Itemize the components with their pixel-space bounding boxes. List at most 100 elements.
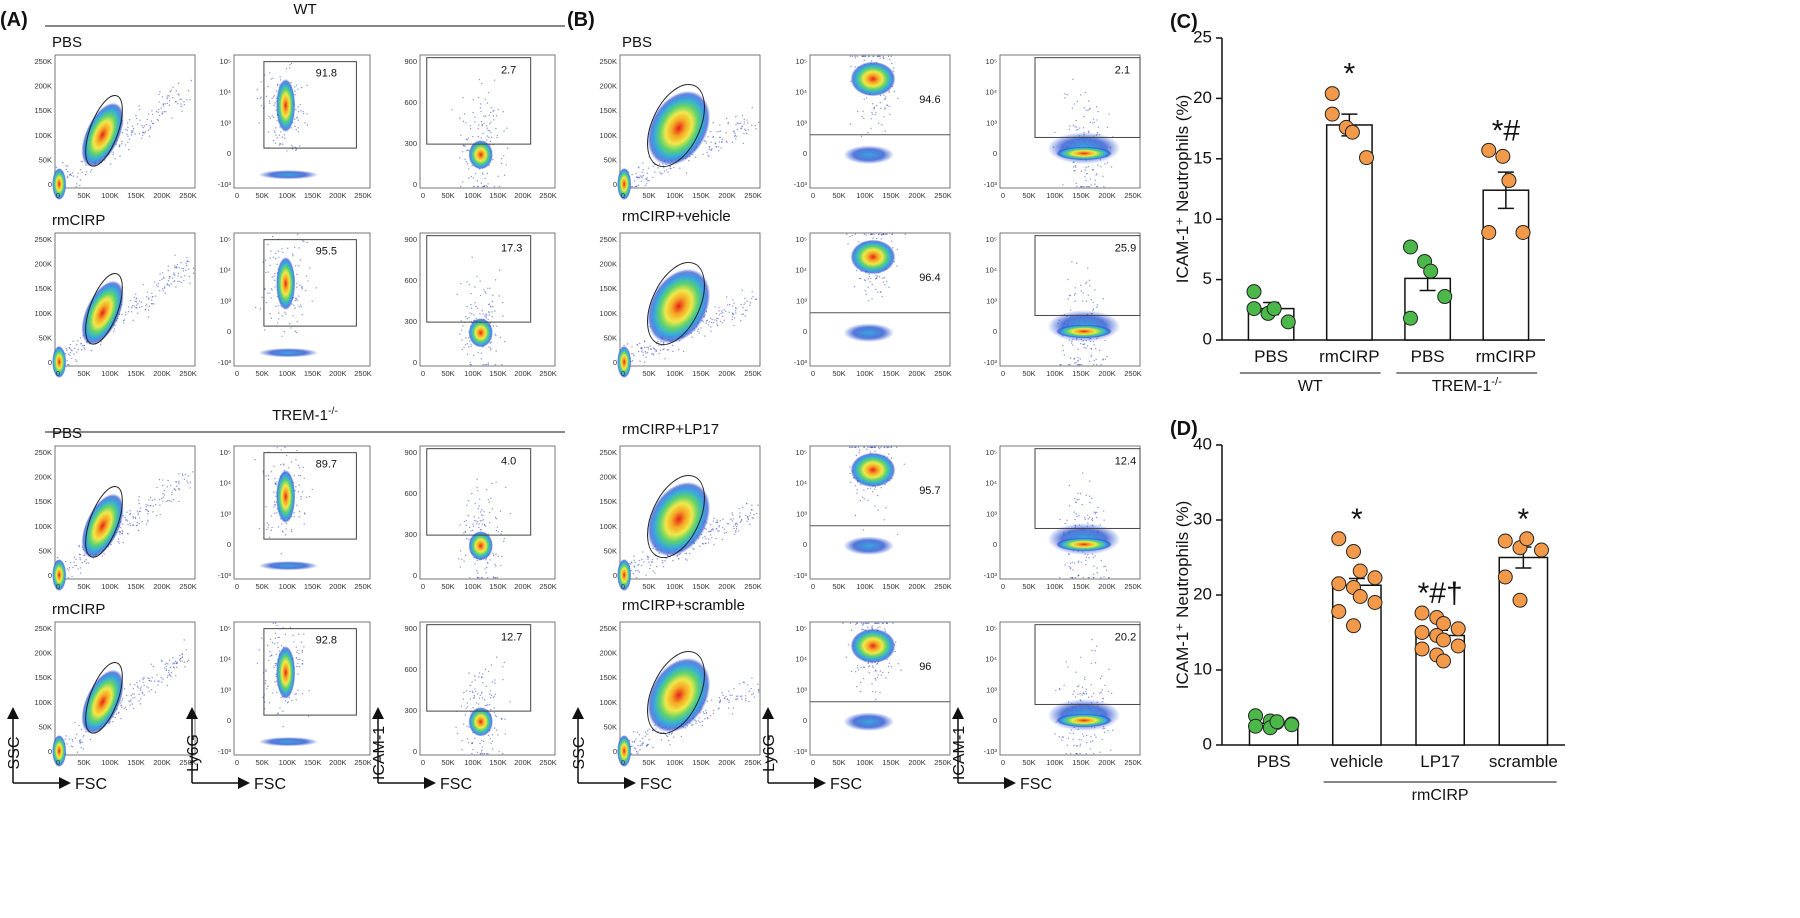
event-dot	[470, 125, 471, 126]
event-dot	[850, 447, 851, 448]
event-dot	[631, 174, 632, 175]
event-dot	[67, 364, 68, 365]
density-blob	[851, 629, 896, 664]
event-dot	[1080, 744, 1081, 745]
y-tick-label: 10⁵	[986, 624, 997, 633]
event-dot	[868, 623, 869, 624]
event-dot	[850, 623, 851, 624]
event-dot	[1096, 119, 1097, 120]
event-dot	[467, 354, 468, 355]
event-dot	[72, 740, 73, 741]
event-dot	[714, 319, 715, 320]
event-dot	[1080, 343, 1081, 344]
event-dot	[1075, 696, 1076, 697]
event-dot	[483, 123, 484, 124]
event-dot	[852, 447, 853, 448]
event-dot	[1090, 184, 1091, 185]
event-dot	[291, 529, 292, 530]
event-dot	[481, 514, 482, 515]
event-dot	[467, 149, 468, 150]
event-dot	[740, 122, 741, 123]
event-dot	[114, 328, 115, 329]
event-dot	[280, 449, 281, 450]
event-dot	[475, 503, 476, 504]
event-dot	[1073, 745, 1074, 746]
event-dot	[178, 501, 179, 502]
event-dot	[715, 522, 716, 523]
event-dot	[303, 478, 304, 479]
x-tick-label: 50K	[256, 582, 269, 591]
data-point	[1332, 577, 1346, 591]
event-dot	[479, 313, 480, 314]
event-dot	[478, 527, 479, 528]
event-dot	[644, 361, 645, 362]
event-dot	[889, 114, 890, 115]
event-dot	[647, 177, 648, 178]
y-tick-label: 0	[413, 571, 417, 580]
x-tick-label: 100K	[101, 582, 119, 591]
event-dot	[867, 663, 868, 664]
event-dot	[122, 523, 123, 524]
event-dot	[850, 473, 851, 474]
event-dot	[273, 116, 274, 117]
event-dot	[1080, 358, 1081, 359]
event-dot	[487, 135, 488, 136]
event-dot	[667, 736, 668, 737]
event-dot	[65, 739, 66, 740]
event-dot	[146, 296, 147, 297]
event-dot	[296, 298, 297, 299]
event-dot	[491, 137, 492, 138]
event-dot	[1085, 519, 1086, 520]
event-dot	[1066, 661, 1067, 662]
event-dot	[877, 509, 878, 510]
event-dot	[280, 697, 281, 698]
event-dot	[695, 722, 696, 723]
event-dot	[495, 128, 496, 129]
event-dot	[1072, 569, 1073, 570]
event-dot	[1060, 364, 1061, 365]
event-dot	[478, 523, 479, 524]
event-dot	[495, 565, 496, 566]
event-dot	[1094, 650, 1095, 651]
x-tick-label: 150K	[127, 758, 145, 767]
event-dot	[160, 107, 161, 108]
event-dot	[477, 521, 478, 522]
event-dot	[277, 322, 278, 323]
event-dot	[1111, 693, 1112, 694]
event-dot	[707, 154, 708, 155]
x-tick-label: 100K	[1046, 758, 1064, 767]
event-dot	[733, 131, 734, 132]
event-dot	[488, 130, 489, 131]
event-dot	[286, 150, 287, 151]
event-dot	[80, 179, 81, 180]
event-dot	[888, 106, 889, 107]
event-dot	[139, 109, 140, 110]
event-dot	[494, 712, 495, 713]
event-dot	[859, 449, 860, 450]
event-dot	[119, 146, 120, 147]
data-point	[1502, 174, 1516, 188]
x-tick-label: 200K	[1098, 758, 1116, 767]
y-tick-label: 0	[227, 149, 231, 158]
y-tick-label: 10⁴	[219, 88, 231, 97]
event-dot	[705, 538, 706, 539]
event-dot	[81, 742, 82, 743]
event-dot	[875, 679, 876, 680]
event-dot	[285, 528, 286, 529]
data-point	[1270, 715, 1284, 729]
event-dot	[134, 301, 135, 302]
event-dot	[121, 143, 122, 144]
event-dot	[270, 317, 271, 318]
event-dot	[486, 125, 487, 126]
event-dot	[698, 329, 699, 330]
event-dot	[147, 505, 148, 506]
event-dot	[1105, 358, 1106, 359]
axis-title: Ly6G	[761, 734, 778, 772]
event-dot	[1077, 357, 1078, 358]
event-dot	[888, 666, 889, 667]
event-dot	[1085, 753, 1086, 754]
event-dot	[56, 167, 57, 168]
event-dot	[276, 137, 277, 138]
event-dot	[86, 562, 87, 563]
event-dot	[641, 348, 642, 349]
